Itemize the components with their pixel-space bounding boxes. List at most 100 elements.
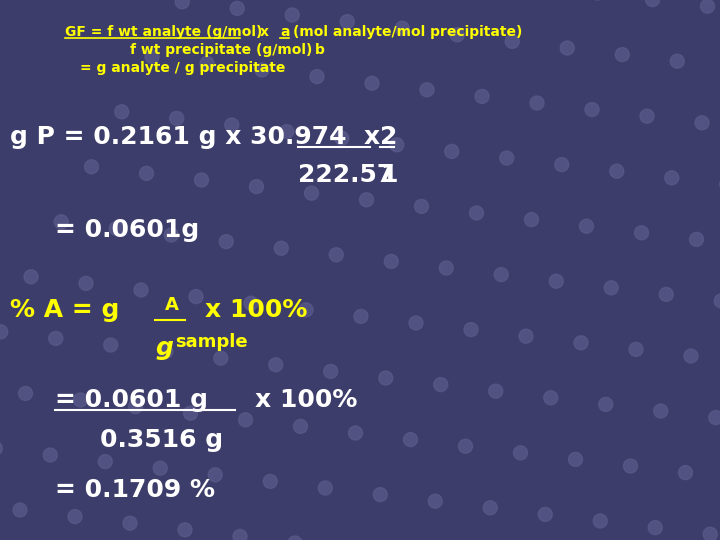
Circle shape (264, 475, 277, 488)
Circle shape (0, 325, 8, 339)
Circle shape (24, 270, 38, 284)
Circle shape (280, 125, 294, 139)
Text: x: x (260, 25, 269, 39)
Circle shape (359, 193, 374, 207)
Circle shape (428, 494, 442, 508)
Text: = g analyte / g precipitate: = g analyte / g precipitate (80, 61, 285, 75)
Circle shape (109, 221, 123, 235)
Text: = 0.1709 %: = 0.1709 % (55, 478, 215, 502)
Circle shape (469, 206, 484, 220)
Circle shape (593, 514, 607, 528)
Circle shape (513, 446, 528, 460)
Circle shape (230, 2, 244, 16)
Circle shape (549, 274, 563, 288)
Circle shape (335, 131, 348, 145)
Text: = 0.0601g: = 0.0601g (55, 218, 199, 242)
Text: 222.57: 222.57 (298, 163, 395, 187)
Circle shape (610, 164, 624, 178)
Circle shape (68, 510, 82, 524)
Circle shape (483, 501, 498, 515)
Circle shape (695, 116, 709, 130)
Text: x 100%: x 100% (205, 298, 307, 322)
Circle shape (585, 103, 599, 117)
Text: b: b (315, 43, 325, 57)
Circle shape (599, 397, 613, 411)
Circle shape (464, 322, 478, 336)
Circle shape (194, 173, 209, 187)
Circle shape (560, 41, 575, 55)
Circle shape (395, 21, 409, 35)
Circle shape (500, 151, 514, 165)
Circle shape (489, 384, 503, 398)
Text: 0.3516 g: 0.3516 g (100, 428, 223, 452)
Circle shape (341, 15, 354, 29)
Circle shape (73, 393, 88, 407)
Text: A: A (165, 296, 179, 314)
Text: = 0.0601 g: = 0.0601 g (55, 388, 208, 412)
Text: (mol analyte/mol precipitate): (mol analyte/mol precipitate) (293, 25, 523, 39)
Circle shape (624, 459, 637, 473)
Circle shape (43, 448, 58, 462)
Circle shape (690, 232, 703, 246)
Circle shape (244, 296, 258, 310)
Circle shape (189, 289, 203, 303)
Circle shape (49, 332, 63, 346)
Circle shape (128, 400, 143, 414)
Circle shape (79, 276, 93, 291)
Circle shape (379, 371, 392, 385)
Circle shape (569, 453, 582, 467)
Circle shape (170, 111, 184, 125)
Circle shape (238, 413, 253, 427)
Circle shape (324, 364, 338, 379)
Circle shape (153, 461, 167, 475)
Circle shape (200, 56, 214, 70)
Circle shape (104, 338, 118, 352)
Circle shape (445, 144, 459, 158)
Circle shape (305, 186, 318, 200)
Circle shape (220, 234, 233, 248)
Circle shape (13, 503, 27, 517)
Circle shape (654, 404, 667, 418)
Circle shape (554, 158, 569, 172)
Circle shape (670, 54, 684, 68)
Circle shape (678, 465, 693, 480)
Text: a: a (280, 25, 289, 39)
Circle shape (403, 433, 418, 447)
Circle shape (634, 226, 649, 240)
Circle shape (288, 536, 302, 540)
Circle shape (714, 294, 720, 308)
Circle shape (348, 426, 362, 440)
Circle shape (54, 215, 68, 229)
Circle shape (164, 228, 179, 242)
Circle shape (544, 391, 558, 405)
Circle shape (158, 345, 173, 359)
Circle shape (524, 213, 539, 227)
Circle shape (439, 261, 454, 275)
Circle shape (285, 8, 300, 22)
Circle shape (318, 481, 332, 495)
Circle shape (629, 342, 643, 356)
Circle shape (459, 439, 472, 453)
Circle shape (580, 219, 593, 233)
Text: g: g (155, 336, 173, 360)
Circle shape (574, 336, 588, 350)
Circle shape (294, 420, 307, 434)
Circle shape (701, 0, 714, 13)
Circle shape (274, 241, 288, 255)
Circle shape (178, 523, 192, 537)
Circle shape (505, 35, 519, 49)
Circle shape (0, 441, 2, 455)
Circle shape (365, 76, 379, 90)
Circle shape (208, 468, 222, 482)
Circle shape (539, 508, 552, 522)
Text: x 100%: x 100% (255, 388, 357, 412)
Circle shape (684, 349, 698, 363)
Circle shape (616, 48, 629, 62)
Text: GF = f wt analyte (g/mol): GF = f wt analyte (g/mol) (65, 25, 262, 39)
Circle shape (420, 83, 434, 97)
Text: f wt precipitate (g/mol): f wt precipitate (g/mol) (130, 43, 312, 57)
Circle shape (475, 90, 489, 103)
Circle shape (140, 166, 153, 180)
Circle shape (530, 96, 544, 110)
Circle shape (250, 180, 264, 194)
